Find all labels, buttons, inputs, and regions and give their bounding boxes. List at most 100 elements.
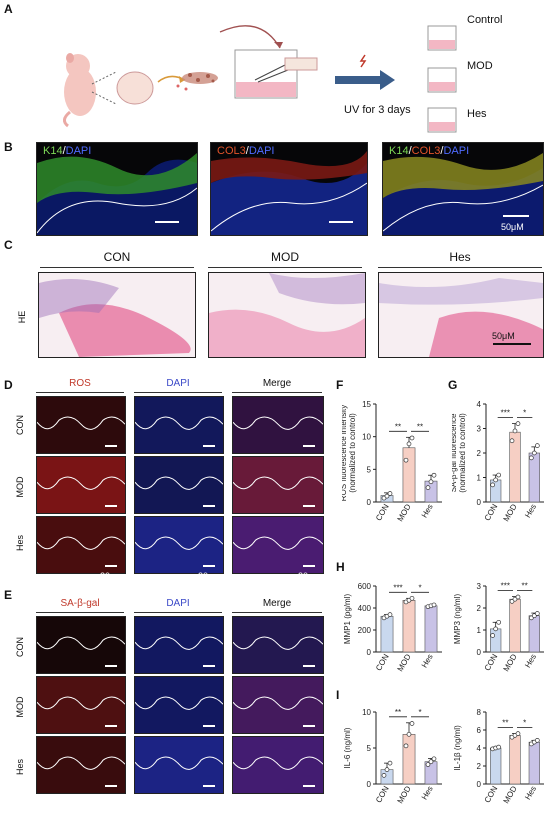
panel-label-c: C [4,238,13,252]
x-tick-label-1: CON [483,652,500,672]
point-1-1 [490,482,496,488]
c-scale-text: 50μM [492,331,515,341]
x-tick-label-3: Hes [420,785,435,802]
bar-mod [402,599,416,653]
x-tick-label-3: Hes [523,503,538,520]
group-control-label: Control [467,14,503,26]
c-header-hes: Hes [449,250,471,264]
b-title-2-part-1: COL3 [217,145,246,157]
x-tick-label-3: Hes [523,653,538,670]
panel-label-i: I [336,688,340,702]
panel-label-f: F [336,378,344,392]
y-tick-label-1: 0 [477,498,482,507]
b-title-1-part-3: DAPI [65,145,92,157]
d-image-r3-c1 [36,516,126,574]
y-tick-label-3: 10 [362,708,371,717]
x-tick-label-3: Hes [523,785,538,802]
point-2-3 [515,421,521,426]
c-texture-con [39,279,191,357]
e-image-r2-c3 [232,676,324,734]
c-row-label: HE [17,310,27,324]
x-tick-label-2: MOD [396,502,413,523]
y-tick-label-3: 10 [362,433,371,442]
bar-hes [424,480,438,503]
point-2-3 [515,594,521,600]
y-tick-label-3: 400 [358,604,372,613]
point-2-1 [403,457,409,463]
d-image-r3-c3 [232,516,324,574]
schematic-illustration [63,25,457,133]
e-image-r1-c3 [232,616,324,674]
b-texture-2 [211,151,367,235]
bar-hes [528,741,540,785]
sig-label-2: * [523,409,526,418]
point-2-3 [515,731,521,736]
point-3-3 [431,756,437,762]
c-image-mod [208,272,366,358]
point-1-3 [496,744,502,750]
c-texture-mod [209,273,365,357]
c-image-hes: 50μM [378,272,544,358]
uv-label: UV for 3 days [344,104,411,116]
c-texture-hes [379,278,543,357]
b-title-3-part-1: K14 [389,145,409,157]
point-2-2 [406,731,412,737]
y-axis-label-line-1: ROS fluorescence intensity [342,405,348,502]
panel-label-a: A [4,2,13,16]
sig-label-2: ** [417,422,423,431]
skin-sample-icon [116,71,154,105]
y-tick-label-3: 2 [477,604,482,613]
y-tick-label-2: 5 [367,465,372,474]
y-axis-label-line-1: IL-6 (ng/ml) [343,727,352,768]
c-header-con: CON [103,250,131,264]
d-image-r1-c3 [232,396,324,454]
point-3-1 [425,762,431,767]
y-tick-label-4: 6 [477,726,482,735]
x-tick-label-1: CON [374,652,391,672]
d-row-mod: MOD [15,476,25,498]
b-title-3-part-5: DAPI [443,145,470,157]
e-scale-text-1: 20μm [100,795,123,805]
panel-label-d: D [4,378,13,392]
sig-label-2: * [418,583,421,592]
e-image-r1-c1 [36,616,126,674]
y-axis-label-line-2: (normalized to control) [458,413,467,493]
e-header-merge: Merge [262,598,292,609]
d-image-r2-c3 [232,456,324,514]
mouse-icon [63,53,96,128]
y-tick-label-1: 0 [367,498,372,507]
b-texture-1 [37,153,197,235]
y-tick-label-1: 0 [367,648,372,657]
point-3-3 [534,737,540,743]
point-1-3 [387,760,393,766]
y-tick-label-4: 3 [477,582,482,591]
panel-label-e: E [4,588,13,602]
sig-label-1: *** [501,409,510,418]
point-3-1 [528,455,534,461]
point-1-3 [387,612,393,617]
group-mod-label: MOD [467,60,493,72]
b-title-3-part-3: COL3 [411,145,441,157]
sig-label-1: *** [393,583,402,592]
culture-insert-icon [234,49,318,99]
e-row-mod: MOD [15,696,25,718]
point-1-3 [387,491,393,496]
x-tick-label-2: MOD [502,652,519,673]
point-1-3 [496,472,502,478]
e-image-r3-c3 [232,736,324,794]
point-1-2 [493,477,499,483]
point-3-2 [428,759,434,765]
sig-label-2: * [523,718,526,727]
y-axis-label-line-1: MMP3 (ng/ml) [453,594,462,645]
sig-label-1: *** [501,582,510,591]
point-1-2 [384,767,390,772]
b-title-3: K14/COL3/DAPI [389,145,469,157]
point-2-3 [409,595,415,601]
point-3-1 [425,485,431,490]
x-tick-label-1: CON [483,502,500,522]
y-tick-label-2: 5 [367,744,372,753]
b-title-1: K14/DAPI [43,145,91,157]
